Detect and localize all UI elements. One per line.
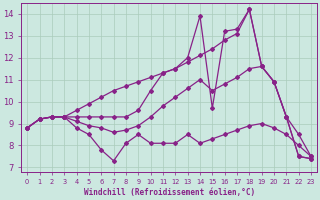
X-axis label: Windchill (Refroidissement éolien,°C): Windchill (Refroidissement éolien,°C) [84, 188, 255, 197]
